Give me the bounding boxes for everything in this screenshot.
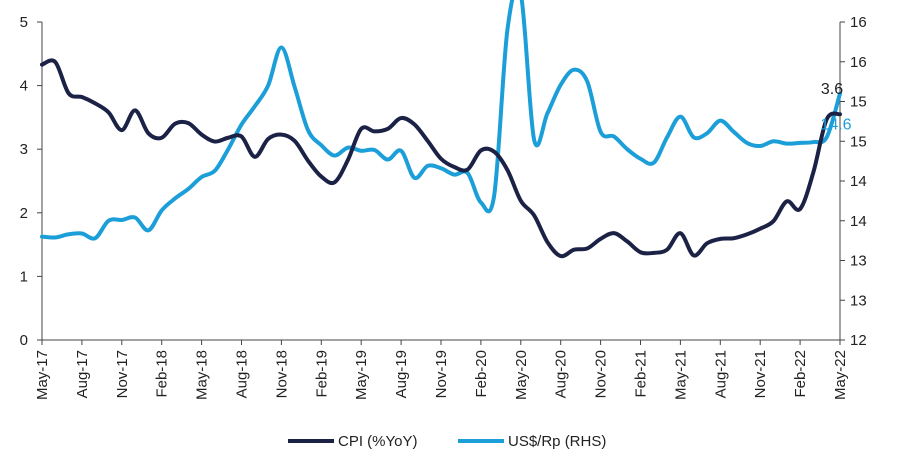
left-tick-label: 5: [20, 14, 28, 31]
x-tick-label: Aug-19: [393, 350, 410, 398]
chart-axes: [41, 22, 841, 341]
x-tick-label: May-20: [513, 350, 530, 400]
legend-cpi-label: CPI (%YoY): [338, 433, 417, 450]
usd-rp-last-value-label: 14.6: [820, 117, 851, 134]
x-tick-label: Nov-21: [752, 350, 769, 398]
x-tick-label: Aug-21: [712, 350, 729, 398]
x-tick-label: Feb-19: [313, 350, 330, 398]
right-tick-label: 15: [850, 94, 867, 111]
x-tick-label: Aug-20: [553, 350, 570, 398]
left-axis-ticks: 0 1 2 3 4 5: [20, 14, 42, 349]
data-annotations: 3.6 14.6: [820, 81, 851, 133]
x-tick-label: May-22: [832, 350, 849, 400]
x-tick-label: Feb-18: [154, 350, 171, 398]
right-tick-label: 12: [850, 332, 867, 349]
x-tick-label: Feb-22: [792, 350, 809, 398]
x-tick-label: Aug-17: [74, 350, 91, 398]
left-tick-label: 2: [20, 205, 28, 222]
left-tick-label: 4: [20, 78, 28, 95]
right-tick-label: 13: [850, 253, 867, 270]
x-tick-label: May-19: [353, 350, 370, 400]
right-tick-label: 15: [850, 133, 867, 150]
x-tick-label: May-18: [194, 350, 211, 400]
right-tick-label: 14: [850, 173, 867, 190]
x-tick-label: Aug-18: [234, 350, 251, 398]
x-tick-label: Nov-20: [593, 350, 610, 398]
usd-rp-series-line: [40, 0, 842, 241]
x-tick-label: May-17: [34, 350, 51, 400]
cpi-last-value-label: 3.6: [821, 81, 843, 98]
x-tick-label: Feb-21: [633, 350, 650, 398]
right-tick-label: 16: [850, 14, 867, 31]
cpi-series-line: [40, 58, 842, 259]
x-tick-label: Nov-19: [433, 350, 450, 398]
series-lines: [40, 0, 842, 259]
x-axis-ticks: May-17 Aug-17 Nov-17 Feb-18 May-18 Aug-18 Nov-…: [34, 340, 849, 400]
right-tick-label: 16: [850, 54, 867, 71]
legend-cpi: CPI (%YoY): [288, 433, 417, 450]
left-tick-label: 3: [20, 141, 28, 158]
right-tick-label: 14: [850, 213, 867, 230]
legend-usd-rp: US$/Rp (RHS): [458, 433, 606, 450]
right-axis-ticks: 12 13 13 14 14 15 15 16 16: [840, 14, 867, 349]
x-tick-label: May-21: [672, 350, 689, 400]
legend-usd-rp-label: US$/Rp (RHS): [508, 433, 606, 450]
left-tick-label: 1: [20, 268, 28, 285]
x-tick-label: Nov-18: [273, 350, 290, 398]
x-tick-label: Feb-20: [473, 350, 490, 398]
right-tick-label: 13: [850, 292, 867, 309]
left-tick-label: 0: [20, 332, 28, 349]
x-tick-label: Nov-17: [114, 350, 131, 398]
chart-legend: CPI (%YoY) US$/Rp (RHS): [288, 433, 606, 450]
